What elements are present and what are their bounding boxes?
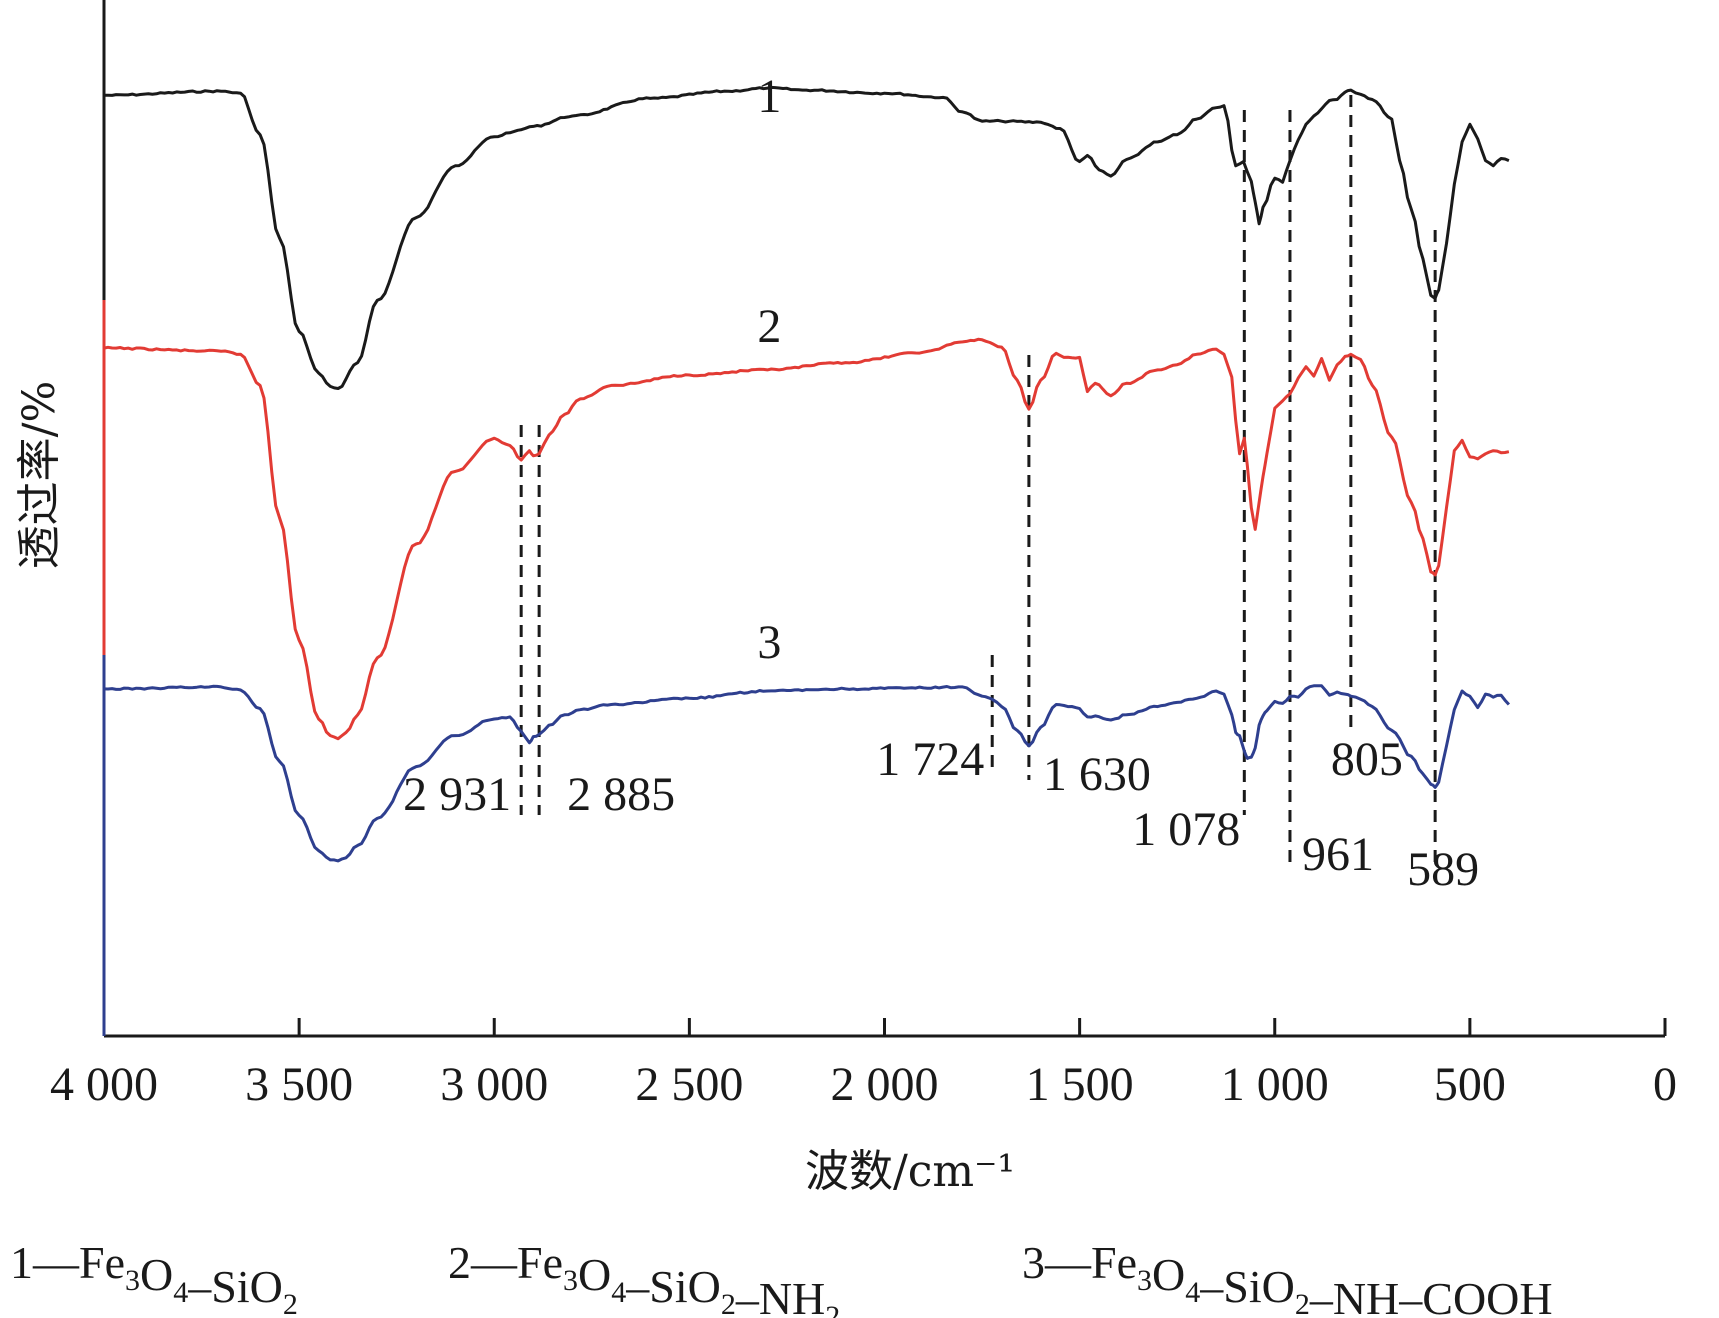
x-tick-label: 500	[1434, 1058, 1506, 1111]
peak-value-label: 961	[1302, 828, 1374, 881]
peak-value-label: 2 885	[567, 768, 675, 821]
series-number-labels: 1 2 3	[757, 70, 781, 669]
legend-entry-2: 2—Fe3O4–SiO2–NH2	[448, 1237, 840, 1318]
y-axis-title: 透过率/%	[14, 381, 65, 570]
series-line-3	[103, 684, 1511, 863]
series-curves	[102, 85, 1511, 1036]
peak-value-label: 1 630	[1043, 748, 1151, 801]
x-tick-label: 4 000	[50, 1058, 158, 1111]
x-tick-label: 2 500	[635, 1058, 743, 1111]
x-tick-label: 1 000	[1221, 1058, 1329, 1111]
peak-markers	[519, 95, 1437, 870]
x-tick-label: 3 500	[245, 1058, 353, 1111]
series-line-1	[104, 85, 1510, 390]
x-tick-label: 0	[1653, 1058, 1677, 1111]
peak-value-label: 805	[1331, 733, 1403, 786]
series-number-label: 3	[757, 616, 781, 669]
x-ticks: 4 000 3 500 3 000 2 500 2 000 1 500 1 000 500 0	[50, 1018, 1677, 1111]
legend-entry-3: 3—Fe3O4–SiO2–NH–COOH	[1022, 1237, 1553, 1318]
peak-value-label: 2 931	[403, 768, 511, 821]
legend-entry-1: 1—Fe3O4–SiO2	[10, 1237, 298, 1318]
peak-value-label: 1 078	[1132, 803, 1240, 856]
x-tick-label: 2 000	[831, 1058, 939, 1111]
series-number-label: 2	[757, 300, 781, 353]
x-tick-label: 3 000	[440, 1058, 548, 1111]
series-line-2	[103, 337, 1510, 741]
series-number-label: 1	[757, 70, 781, 123]
peak-value-label: 1 724	[876, 733, 984, 786]
legend: 1—Fe3O4–SiO2 2—Fe3O4–SiO2–NH2 3—Fe3O4–SiO2…	[10, 1237, 1553, 1318]
x-axis-title: 波数/cm⁻¹	[805, 1146, 1015, 1197]
peak-value-label: 589	[1407, 843, 1479, 896]
x-tick-label: 1 500	[1026, 1058, 1134, 1111]
